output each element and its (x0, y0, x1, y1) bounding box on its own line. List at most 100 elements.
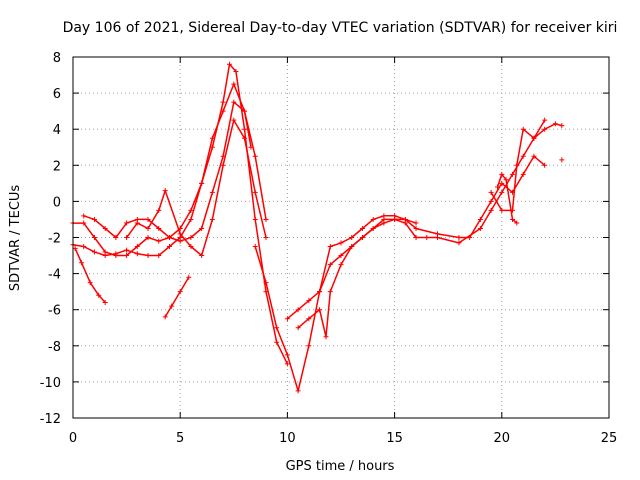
data-point (188, 235, 194, 240)
series-line (73, 63, 289, 365)
data-point (488, 198, 494, 204)
y-axis: -12 -10 -8 -6 -4 -2 0 2 4 6 8 (40, 51, 609, 427)
data-point (166, 244, 172, 250)
series-line (74, 247, 106, 304)
data-point (359, 225, 365, 231)
data-point (542, 117, 548, 123)
data-point (284, 316, 290, 322)
data-point (531, 135, 537, 141)
x-tick-label: 10 (279, 431, 296, 446)
data-point (113, 251, 119, 257)
x-axis-title: GPS time / hours (286, 459, 395, 474)
data-point (102, 253, 108, 259)
data-point (199, 253, 205, 259)
data-point (370, 225, 376, 231)
data-point (488, 207, 494, 213)
data-point (162, 314, 168, 320)
grid (73, 57, 609, 418)
data-point (220, 108, 226, 114)
data-point (233, 68, 239, 74)
y-tick-label: 0 (53, 195, 61, 210)
data-point (186, 274, 192, 280)
data-point (402, 216, 408, 222)
data-point (87, 280, 93, 286)
data-point (542, 162, 548, 168)
data-point (477, 225, 483, 231)
data-point (559, 123, 565, 129)
data-point (134, 251, 140, 257)
data-point (209, 135, 215, 141)
data-point (499, 180, 505, 186)
data-point (274, 339, 280, 345)
data-point (263, 280, 269, 286)
data-point (209, 189, 215, 195)
data-point (220, 99, 226, 105)
data-point (295, 325, 301, 331)
data-point (188, 207, 194, 213)
data-point (169, 303, 175, 309)
data-point (124, 253, 130, 259)
data-point (81, 220, 87, 226)
data-point (284, 361, 290, 367)
data-point (124, 235, 130, 240)
data-point (542, 126, 548, 132)
data-point (145, 253, 151, 259)
data-point (242, 135, 248, 141)
data-point (134, 220, 140, 226)
data-point (81, 244, 87, 250)
y-axis-title: SDTVAR / TECUs (8, 185, 23, 292)
data-point (520, 153, 526, 159)
data-point (499, 189, 505, 195)
data-point (531, 153, 537, 159)
data-point (209, 216, 215, 222)
y-tick-label: -10 (40, 376, 61, 391)
series-line (72, 83, 252, 257)
data-point (145, 225, 151, 231)
data-point (338, 262, 344, 268)
y-tick-label: 8 (53, 51, 61, 66)
data-point (177, 289, 183, 295)
data-point (156, 253, 162, 259)
y-tick-label: 2 (53, 159, 61, 174)
series-line (286, 123, 563, 320)
data-point (338, 253, 344, 259)
data-point (252, 244, 258, 250)
data-point (477, 216, 483, 222)
y-tick-label: -2 (48, 232, 61, 247)
data-point (338, 240, 344, 246)
data-point (145, 216, 151, 222)
data-point (263, 216, 269, 222)
data-point (220, 162, 226, 168)
series-track-1 (70, 61, 290, 367)
data-point (327, 244, 333, 250)
x-tick-label: 15 (386, 431, 403, 446)
y-tick-label: 4 (53, 123, 61, 138)
series-track-3 (81, 99, 269, 244)
x-tick-label: 20 (494, 431, 511, 446)
data-point (166, 235, 172, 240)
data-point (252, 153, 258, 159)
data-point (227, 61, 233, 67)
data-point (510, 171, 516, 177)
data-point (559, 157, 565, 163)
data-point (199, 225, 205, 231)
data-point (274, 325, 280, 331)
data-point (306, 316, 312, 322)
series-track-4 (124, 117, 269, 259)
data-point (231, 99, 237, 105)
data-point (434, 235, 440, 240)
data-point (124, 220, 130, 226)
data-point (252, 189, 258, 195)
data-point (392, 216, 398, 222)
data-point (349, 244, 355, 250)
data-point (499, 171, 505, 177)
series-track-6 (162, 274, 192, 320)
series-line (125, 119, 267, 257)
series-track-11 (495, 171, 520, 226)
data-point (306, 343, 312, 349)
data-point (91, 216, 97, 222)
data-point (134, 244, 140, 250)
data-point (456, 235, 462, 240)
series-line (164, 276, 190, 318)
data-point (413, 225, 419, 231)
